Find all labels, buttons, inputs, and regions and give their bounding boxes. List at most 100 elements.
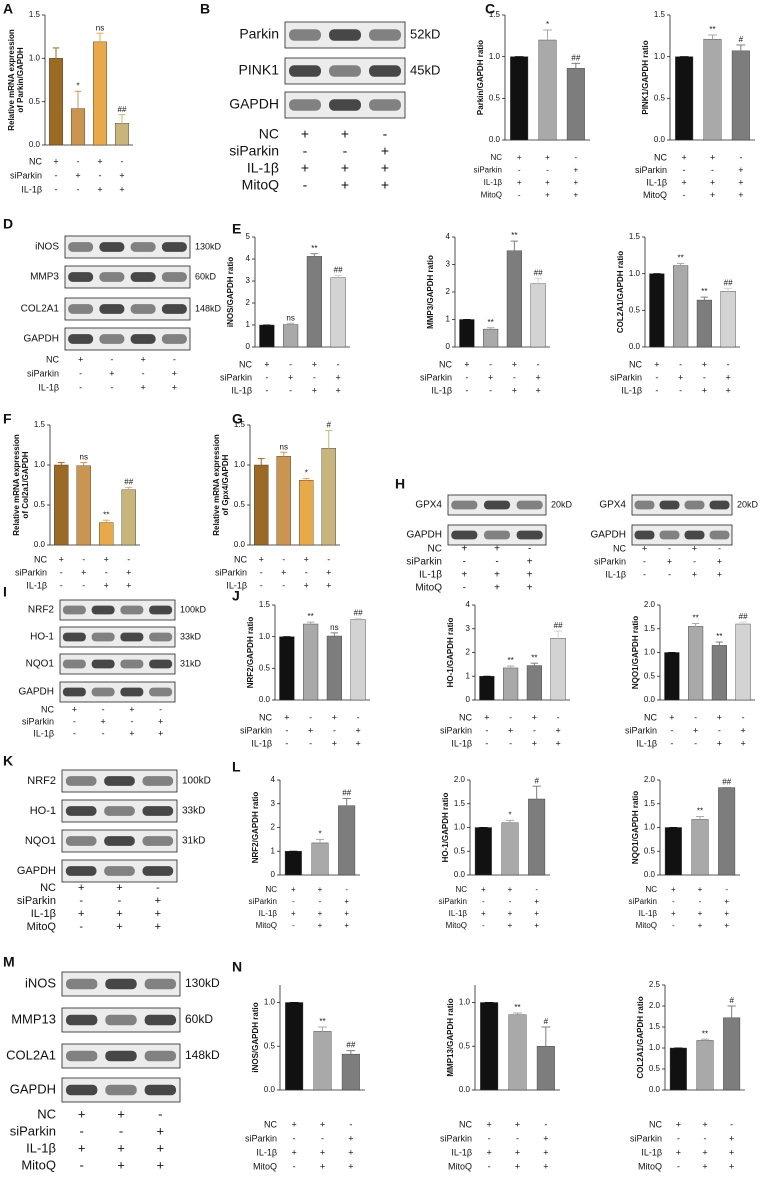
condition-sign: - [655, 372, 658, 382]
blot-band [144, 1084, 177, 1096]
bar [723, 1017, 741, 1091]
condition-sign: + [729, 1161, 734, 1171]
significance-label: ## [534, 268, 543, 277]
condition-sign: + [654, 359, 659, 369]
condition-sign: + [573, 178, 578, 187]
protein-size: 148kD [195, 303, 222, 313]
condition-sign: + [158, 716, 163, 726]
condition-sign: + [676, 1147, 681, 1157]
protein-size: 130kD [185, 976, 220, 990]
bar [114, 123, 130, 146]
significance-label: * [318, 829, 321, 838]
panel-label: M [3, 954, 15, 970]
condition-sign: + [717, 556, 722, 566]
blot-band [369, 65, 401, 77]
condition-sign: + [724, 897, 729, 906]
condition-sign: - [265, 385, 268, 395]
condition-sign: + [545, 153, 550, 162]
protein-name: GPX4 [599, 500, 626, 511]
condition-sign: + [669, 712, 674, 722]
condition-sign: + [534, 897, 539, 906]
blot-band [120, 687, 144, 697]
bar [538, 39, 557, 141]
condition-name: IL-1β [451, 1147, 472, 1157]
bar [313, 1031, 332, 1091]
blot-band [149, 605, 173, 615]
condition-sign: + [740, 738, 745, 748]
condition-name: NC [645, 885, 657, 894]
y-tick-label: 0 [246, 342, 251, 351]
bar [691, 819, 709, 876]
condition-sign: + [348, 1133, 353, 1143]
bar [311, 842, 329, 876]
condition-sign: + [481, 885, 486, 894]
condition-sign: - [518, 166, 521, 175]
condition-sign: - [282, 580, 285, 590]
condition-sign: + [515, 1119, 520, 1129]
condition-name: siParkin [406, 557, 442, 568]
protein-name: HO-1 [30, 805, 56, 817]
condition-sign: - [105, 567, 108, 577]
blot-band [634, 500, 655, 510]
condition-sign: + [515, 1161, 520, 1171]
condition-name: siParkin [240, 725, 272, 735]
blot-band [62, 632, 86, 642]
significance-label: ## [346, 1041, 355, 1050]
condition-sign: + [126, 567, 131, 577]
condition-sign: + [532, 738, 537, 748]
condition-sign: + [464, 359, 469, 369]
bar [696, 299, 712, 348]
blot-band [161, 334, 187, 344]
condition-sign: + [698, 885, 703, 894]
condition-sign: - [488, 1133, 491, 1143]
condition-name: IL-1β [646, 177, 667, 187]
protein-size: 31kD [180, 658, 202, 668]
bar [76, 465, 91, 546]
blot-band [161, 304, 187, 314]
condition-name: IL-1β [636, 738, 657, 748]
condition-sign: - [285, 738, 288, 748]
condition-sign: + [702, 1147, 707, 1157]
condition-sign: + [545, 191, 550, 200]
condition-sign: + [702, 1119, 707, 1129]
condition-sign: - [282, 554, 285, 564]
condition-sign: + [671, 909, 676, 918]
panel-label: D [3, 216, 13, 232]
bar [720, 291, 736, 348]
y-tick-label: 4 [271, 775, 276, 784]
y-tick-label: 1.0 [29, 53, 41, 62]
protein-name: NRF2 [28, 605, 55, 616]
condition-name: MitoQ [638, 1161, 662, 1171]
condition-sign: - [537, 359, 540, 369]
condition-sign: + [692, 569, 697, 579]
blot-band [65, 1084, 98, 1096]
y-tick-label: 1.5 [34, 420, 46, 429]
condition-name: NC [428, 544, 442, 555]
condition-sign: - [693, 556, 696, 566]
condition-sign: + [508, 921, 513, 930]
condition-sign: + [355, 725, 360, 735]
condition-sign: + [527, 583, 533, 594]
condition-sign: + [484, 712, 489, 722]
condition-sign: + [326, 567, 331, 577]
blot-band [161, 242, 187, 252]
condition-sign: - [156, 882, 160, 894]
condition-sign: - [518, 191, 521, 200]
significance-label: ** [697, 807, 703, 816]
condition-sign: + [724, 909, 729, 918]
condition-name: siParkin [625, 725, 657, 735]
condition-name: NC [259, 126, 279, 142]
protein-name: GAPDH [229, 96, 279, 112]
condition-sign: + [717, 569, 722, 579]
condition-sign: + [543, 1147, 548, 1157]
condition-sign: - [516, 1133, 519, 1143]
condition-sign: + [312, 359, 317, 369]
y-tick-label: 0.0 [234, 540, 246, 549]
bar [283, 324, 299, 348]
condition-sign: + [676, 1119, 681, 1129]
condition-sign: - [60, 567, 63, 577]
condition-sign: + [308, 725, 313, 735]
panel-label: K [3, 753, 13, 769]
condition-sign: + [702, 359, 707, 369]
condition-sign: + [104, 580, 109, 590]
